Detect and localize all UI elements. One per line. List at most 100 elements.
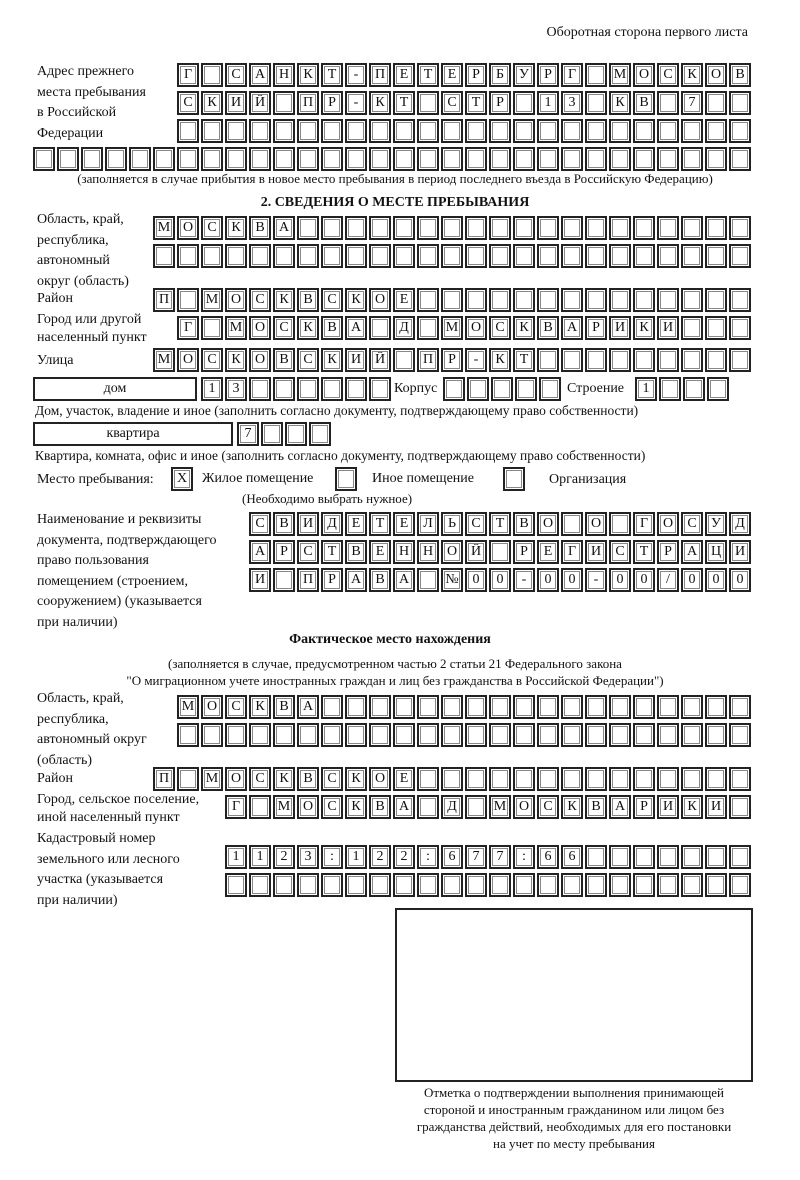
- char-cell[interactable]: [513, 216, 535, 240]
- char-cell[interactable]: [609, 348, 631, 372]
- char-cell[interactable]: О: [705, 63, 727, 87]
- char-cell[interactable]: [657, 348, 679, 372]
- char-cell[interactable]: [729, 695, 751, 719]
- char-cell[interactable]: [633, 348, 655, 372]
- char-cell[interactable]: [633, 873, 655, 897]
- char-cell[interactable]: А: [345, 568, 367, 592]
- char-cell[interactable]: 7: [465, 845, 487, 869]
- char-cell[interactable]: [657, 845, 679, 869]
- char-cell[interactable]: [177, 723, 199, 747]
- char-cell[interactable]: А: [393, 795, 415, 819]
- char-cell[interactable]: И: [657, 316, 679, 340]
- char-cell[interactable]: [705, 244, 727, 268]
- char-cell[interactable]: [345, 873, 367, 897]
- char-cell[interactable]: Е: [393, 288, 415, 312]
- char-cell[interactable]: [729, 845, 751, 869]
- char-cell[interactable]: [585, 695, 607, 719]
- char-cell[interactable]: [489, 540, 511, 564]
- char-cell[interactable]: [297, 147, 319, 171]
- char-cell[interactable]: [729, 316, 751, 340]
- char-cell[interactable]: [393, 723, 415, 747]
- char-cell[interactable]: [177, 119, 199, 143]
- char-cell[interactable]: [705, 147, 727, 171]
- char-cell[interactable]: [201, 244, 223, 268]
- char-cell[interactable]: С: [489, 316, 511, 340]
- char-cell[interactable]: Д: [321, 512, 343, 536]
- char-cell[interactable]: 2: [369, 845, 391, 869]
- char-cell[interactable]: [225, 723, 247, 747]
- char-cell[interactable]: [465, 216, 487, 240]
- char-cell[interactable]: М: [609, 63, 631, 87]
- char-cell[interactable]: 1: [249, 845, 271, 869]
- char-cell[interactable]: [537, 119, 559, 143]
- char-cell[interactable]: 1: [635, 377, 657, 401]
- char-cell[interactable]: -: [465, 348, 487, 372]
- char-cell[interactable]: [681, 845, 703, 869]
- apt-type-field[interactable]: квартира: [33, 422, 233, 446]
- char-cell[interactable]: [537, 147, 559, 171]
- char-cell[interactable]: [609, 288, 631, 312]
- char-cell[interactable]: А: [249, 63, 271, 87]
- char-cell[interactable]: [201, 723, 223, 747]
- char-cell[interactable]: О: [513, 795, 535, 819]
- char-cell[interactable]: О: [537, 512, 559, 536]
- char-cell[interactable]: С: [321, 767, 343, 791]
- char-cell[interactable]: К: [681, 63, 703, 87]
- char-cell[interactable]: [309, 422, 331, 446]
- stay-checkbox-other[interactable]: [335, 467, 357, 491]
- char-cell[interactable]: [465, 873, 487, 897]
- char-cell[interactable]: П: [153, 288, 175, 312]
- char-cell[interactable]: [177, 147, 199, 171]
- char-cell[interactable]: [321, 244, 343, 268]
- char-cell[interactable]: [417, 795, 439, 819]
- char-cell[interactable]: В: [369, 568, 391, 592]
- char-cell[interactable]: [443, 377, 465, 401]
- char-cell[interactable]: О: [441, 540, 463, 564]
- char-cell[interactable]: В: [249, 216, 271, 240]
- char-cell[interactable]: [657, 244, 679, 268]
- char-cell[interactable]: М: [201, 767, 223, 791]
- char-cell[interactable]: [225, 244, 247, 268]
- char-cell[interactable]: [465, 695, 487, 719]
- char-cell[interactable]: Р: [273, 540, 295, 564]
- char-cell[interactable]: [585, 873, 607, 897]
- char-cell[interactable]: [225, 119, 247, 143]
- char-cell[interactable]: [585, 244, 607, 268]
- char-cell[interactable]: [659, 377, 681, 401]
- char-cell[interactable]: [369, 873, 391, 897]
- char-cell[interactable]: [729, 348, 751, 372]
- char-cell[interactable]: [57, 147, 79, 171]
- char-cell[interactable]: [441, 767, 463, 791]
- char-cell[interactable]: [273, 723, 295, 747]
- char-cell[interactable]: [417, 119, 439, 143]
- char-cell[interactable]: С: [225, 63, 247, 87]
- char-cell[interactable]: [729, 244, 751, 268]
- char-cell[interactable]: [585, 767, 607, 791]
- char-cell[interactable]: [515, 377, 537, 401]
- char-cell[interactable]: О: [657, 512, 679, 536]
- char-cell[interactable]: [261, 422, 283, 446]
- char-cell[interactable]: Б: [489, 63, 511, 87]
- char-cell[interactable]: [585, 119, 607, 143]
- char-cell[interactable]: [345, 723, 367, 747]
- char-cell[interactable]: [609, 767, 631, 791]
- char-cell[interactable]: Р: [441, 348, 463, 372]
- char-cell[interactable]: [441, 288, 463, 312]
- char-cell[interactable]: В: [513, 512, 535, 536]
- char-cell[interactable]: Ц: [705, 540, 727, 564]
- char-cell[interactable]: [609, 216, 631, 240]
- char-cell[interactable]: [297, 216, 319, 240]
- char-cell[interactable]: [537, 216, 559, 240]
- char-cell[interactable]: 0: [561, 568, 583, 592]
- char-cell[interactable]: 3: [297, 845, 319, 869]
- char-cell[interactable]: [561, 216, 583, 240]
- char-cell[interactable]: [489, 244, 511, 268]
- char-cell[interactable]: П: [369, 63, 391, 87]
- char-cell[interactable]: С: [321, 288, 343, 312]
- char-cell[interactable]: О: [585, 512, 607, 536]
- char-cell[interactable]: К: [609, 91, 631, 115]
- char-cell[interactable]: [177, 767, 199, 791]
- char-cell[interactable]: О: [225, 767, 247, 791]
- char-cell[interactable]: [513, 767, 535, 791]
- char-cell[interactable]: [729, 288, 751, 312]
